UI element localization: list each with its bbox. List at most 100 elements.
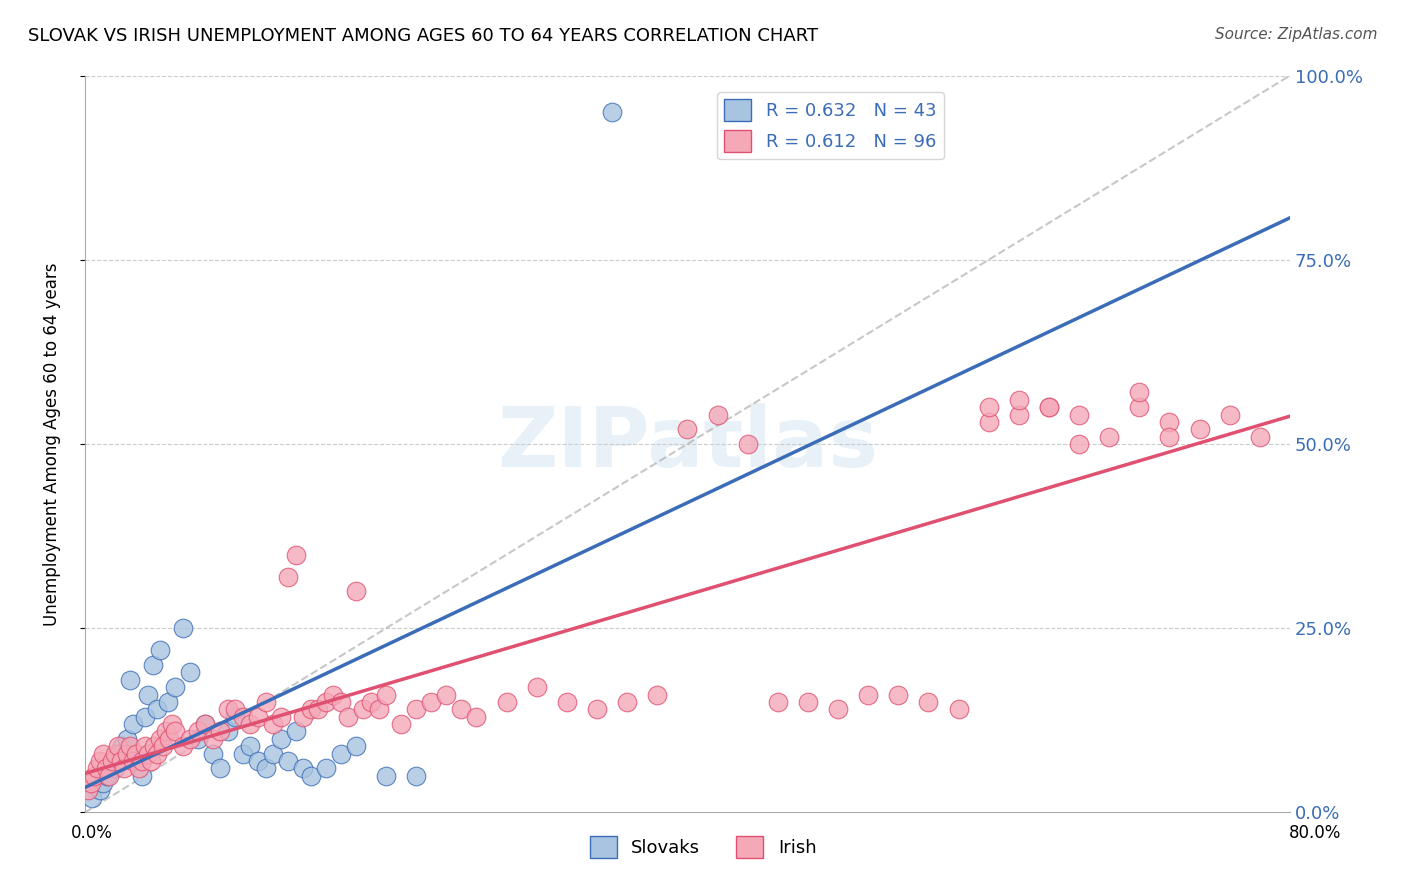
- Y-axis label: Unemployment Among Ages 60 to 64 years: Unemployment Among Ages 60 to 64 years: [44, 262, 60, 626]
- Point: [194, 717, 217, 731]
- Point: [450, 702, 472, 716]
- Point: [1038, 400, 1060, 414]
- Point: [83, 769, 105, 783]
- Text: Source: ZipAtlas.com: Source: ZipAtlas.com: [1215, 27, 1378, 42]
- Point: [797, 695, 820, 709]
- Text: 0.0%: 0.0%: [70, 824, 112, 842]
- Point: [165, 680, 187, 694]
- Text: ZIPatlas: ZIPatlas: [496, 403, 877, 484]
- Point: [201, 731, 224, 746]
- Point: [187, 724, 209, 739]
- Point: [948, 702, 970, 716]
- Point: [344, 739, 367, 753]
- Point: [118, 673, 141, 687]
- Point: [101, 754, 124, 768]
- Point: [645, 688, 668, 702]
- Point: [315, 695, 337, 709]
- Point: [555, 695, 578, 709]
- Point: [856, 688, 879, 702]
- Point: [262, 747, 284, 761]
- Point: [155, 724, 177, 739]
- Point: [143, 739, 166, 753]
- Point: [375, 769, 398, 783]
- Point: [146, 747, 169, 761]
- Point: [676, 422, 699, 436]
- Point: [887, 688, 910, 702]
- Point: [1008, 392, 1031, 407]
- Point: [96, 769, 118, 783]
- Point: [292, 709, 315, 723]
- Point: [389, 717, 412, 731]
- Point: [217, 724, 239, 739]
- Point: [86, 761, 108, 775]
- Point: [254, 761, 277, 775]
- Point: [337, 709, 360, 723]
- Point: [122, 717, 145, 731]
- Point: [179, 731, 201, 746]
- Point: [465, 709, 488, 723]
- Point: [110, 754, 132, 768]
- Point: [270, 709, 292, 723]
- Point: [299, 702, 322, 716]
- Point: [246, 754, 269, 768]
- Point: [76, 783, 98, 797]
- Legend: Slovaks, Irish: Slovaks, Irish: [582, 829, 824, 865]
- Point: [165, 724, 187, 739]
- Legend: R = 0.632   N = 43, R = 0.612   N = 96: R = 0.632 N = 43, R = 0.612 N = 96: [717, 92, 943, 160]
- Point: [1219, 408, 1241, 422]
- Point: [1067, 408, 1090, 422]
- Point: [134, 739, 156, 753]
- Point: [115, 747, 138, 761]
- Point: [600, 105, 623, 120]
- Point: [179, 665, 201, 680]
- Point: [375, 688, 398, 702]
- Point: [82, 790, 104, 805]
- Point: [827, 702, 849, 716]
- Point: [420, 695, 443, 709]
- Point: [187, 731, 209, 746]
- Point: [125, 747, 148, 761]
- Point: [160, 717, 183, 731]
- Point: [1038, 400, 1060, 414]
- Point: [134, 709, 156, 723]
- Point: [172, 621, 194, 635]
- Point: [405, 769, 427, 783]
- Point: [118, 739, 141, 753]
- Text: SLOVAK VS IRISH UNEMPLOYMENT AMONG AGES 60 TO 64 YEARS CORRELATION CHART: SLOVAK VS IRISH UNEMPLOYMENT AMONG AGES …: [28, 27, 818, 45]
- Point: [1249, 429, 1271, 443]
- Point: [616, 695, 638, 709]
- Point: [201, 747, 224, 761]
- Point: [146, 702, 169, 716]
- Point: [246, 709, 269, 723]
- Point: [91, 776, 114, 790]
- Point: [586, 702, 609, 716]
- Point: [97, 769, 120, 783]
- Point: [149, 731, 172, 746]
- Point: [141, 658, 163, 673]
- Point: [315, 761, 337, 775]
- Point: [1067, 437, 1090, 451]
- Point: [112, 761, 135, 775]
- Point: [217, 702, 239, 716]
- Point: [405, 702, 427, 716]
- Point: [128, 761, 150, 775]
- Point: [270, 731, 292, 746]
- Point: [136, 688, 159, 702]
- Point: [1128, 400, 1150, 414]
- Point: [122, 754, 145, 768]
- Point: [526, 680, 548, 694]
- Point: [262, 717, 284, 731]
- Point: [239, 739, 262, 753]
- Point: [157, 731, 180, 746]
- Point: [104, 747, 127, 761]
- Point: [329, 695, 352, 709]
- Point: [127, 754, 149, 768]
- Point: [495, 695, 517, 709]
- Point: [224, 702, 246, 716]
- Point: [360, 695, 382, 709]
- Point: [89, 754, 111, 768]
- Point: [344, 584, 367, 599]
- Point: [307, 702, 329, 716]
- Point: [1159, 415, 1181, 429]
- Point: [977, 415, 1000, 429]
